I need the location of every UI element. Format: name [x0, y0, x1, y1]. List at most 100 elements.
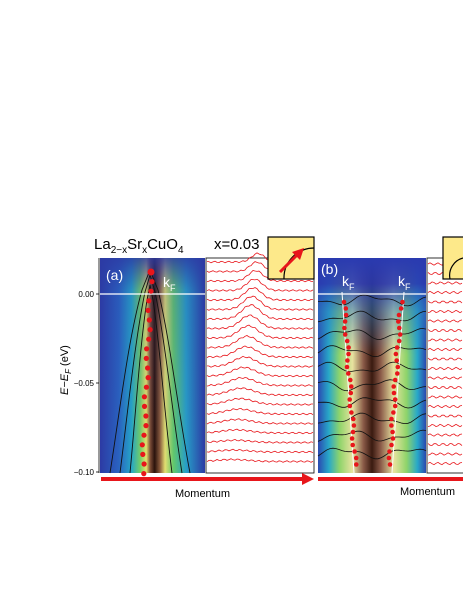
- panel-a-dispersion-point: [139, 442, 145, 448]
- panel-b-dispersion-point: [391, 384, 397, 389]
- panel-b-dispersion-point: [392, 397, 398, 402]
- panel-b-dispersion-point: [396, 319, 401, 324]
- panel-b-edc-curve: [427, 386, 463, 389]
- panel-b-dispersion-point: [394, 345, 400, 350]
- panel-b-dispersion-point: [350, 429, 356, 435]
- panel-b-guide: [391, 291, 405, 474]
- panel-a-edc-curve: [206, 345, 314, 359]
- panel-b-dispersion-point: [386, 455, 392, 461]
- panel-b-tag: (b): [321, 261, 338, 277]
- panel-a-dispersion-point: [141, 432, 147, 438]
- panel-b-contour: [317, 294, 427, 307]
- panel-b-dispersion-point: [392, 403, 398, 409]
- inset-arrow-head: [292, 248, 304, 260]
- panel-b-kf-label: kF: [342, 273, 355, 292]
- panel-a-dispersion-point: [145, 365, 151, 371]
- y-tick-label-1: −0.05: [74, 379, 95, 388]
- panel-b-edc-curve: [427, 443, 463, 446]
- panel-a-dispersion-point: [146, 298, 152, 304]
- panel-b-dispersion-point: [343, 306, 349, 311]
- panel-b-edc-curve: [427, 329, 463, 332]
- panel-a-dispersion-point: [149, 279, 155, 285]
- panel-a-edc-curve: [206, 438, 314, 444]
- panel-b-contour: [317, 379, 427, 392]
- panel-a-edc-curve: [206, 448, 314, 454]
- panel-b-edc-curve: [427, 366, 463, 371]
- panel-b-dispersion-point: [389, 442, 394, 448]
- panel-b-kf-label: kF: [398, 273, 411, 292]
- panel-a-edc: [205, 236, 315, 474]
- panel-b-dispersion-point: [353, 455, 359, 461]
- panel-a-edc-curve: [206, 324, 314, 340]
- panel-a-edc-curve: [206, 287, 314, 302]
- panel-a-dispersion-point: [143, 355, 149, 361]
- panel-a-dispersion-point: [143, 423, 149, 429]
- y-axis-label: E−EF (eV): [59, 345, 73, 395]
- panel-a-dispersion-point: [148, 288, 154, 294]
- panel-b-dispersion-point: [389, 416, 394, 422]
- panel-b-dispersion-point: [348, 390, 354, 396]
- panel-a-edc-curve: [206, 304, 314, 321]
- panel-b-edc-curve: [427, 347, 463, 352]
- panel-b-edc-curve: [427, 452, 463, 456]
- panel-b-contour: [317, 412, 427, 425]
- panel-a-edc-curve: [206, 278, 314, 292]
- panel-b-dispersion-point: [341, 299, 347, 305]
- panel-a-edc-curve: [206, 355, 314, 368]
- panel-b-dispersion-point: [349, 410, 354, 415]
- panel-a-dispersion-point: [147, 327, 153, 333]
- panel-b-contour: [317, 447, 427, 460]
- panel-a-dispersion-point: [143, 413, 149, 419]
- panel-b-dispersion-point: [390, 429, 395, 435]
- panel-b-contour: [317, 345, 427, 358]
- panel-b-map: (b) kF kF: [317, 258, 427, 474]
- panel-a-dispersion-point: [145, 307, 151, 313]
- panel-a-edc-curve: [206, 270, 314, 283]
- panel-b-edc-curve: [427, 281, 463, 285]
- panel-a-contour: [129, 284, 173, 474]
- panel-b-dispersion-point: [352, 449, 357, 454]
- panel-b-edc-curve: [427, 319, 463, 323]
- panel-b-edc-curve: [427, 309, 463, 314]
- panel-a-edc-curve: [206, 397, 313, 406]
- panel-b-dispersion-point: [346, 351, 351, 357]
- panel-b-edc-curve: [427, 414, 463, 418]
- panel-b-dispersion-point: [351, 423, 357, 428]
- panel-b-dispersion-point: [347, 397, 353, 402]
- panel-b-dispersion-point: [392, 377, 398, 383]
- panel-b-dispersion-point: [354, 462, 359, 467]
- panel-b-dispersion-point: [346, 345, 351, 350]
- panel-a-edc-curve: [206, 335, 314, 349]
- panel-a-dispersion-point: [146, 336, 152, 342]
- panel-b-edc-curve: [427, 357, 463, 361]
- panel-b-dispersion-point: [397, 332, 403, 337]
- panel-b-dispersion-point: [342, 332, 348, 337]
- panel-b-dispersion-point: [346, 371, 351, 376]
- panel-b-dispersion-point: [391, 390, 397, 396]
- panel-b-edc-curve: [427, 433, 463, 437]
- panel-b-dispersion-point: [387, 462, 393, 467]
- panel-b-contour: [317, 429, 427, 442]
- panel-b-dispersion-point: [349, 384, 354, 389]
- panel-b-edc-curve: [427, 300, 463, 304]
- panel-b-dispersion-point: [343, 312, 349, 318]
- panel-a-edc-curve: [206, 376, 314, 387]
- panel-b-contour: [318, 397, 427, 409]
- panel-a-dispersion-point: [143, 384, 149, 390]
- panel-b-dispersion-point: [344, 364, 350, 370]
- panel-b-dispersion-point: [395, 371, 400, 376]
- panel-b-edc-curve: [427, 404, 463, 409]
- x-axis-label-a: Momentum: [175, 488, 230, 500]
- panel-a-edc-curve: [206, 458, 314, 463]
- panel-a-dispersion-point: [140, 451, 146, 457]
- panel-a-dispersion-point: [147, 268, 155, 276]
- panel-b-dispersion-point: [387, 449, 392, 454]
- panel-b-dispersion-point: [396, 338, 402, 344]
- panel-b-dispersion-point: [400, 299, 405, 305]
- panel-b-dispersion-point: [350, 442, 356, 448]
- panel-a-map: (a) kF: [100, 258, 205, 477]
- compound-formula: La2−xSrxCuO4: [94, 236, 184, 256]
- panel-b-dispersion-point: [393, 351, 399, 357]
- x-axis-label-b: Momentum: [400, 486, 455, 498]
- panel-b-edc: [426, 236, 463, 474]
